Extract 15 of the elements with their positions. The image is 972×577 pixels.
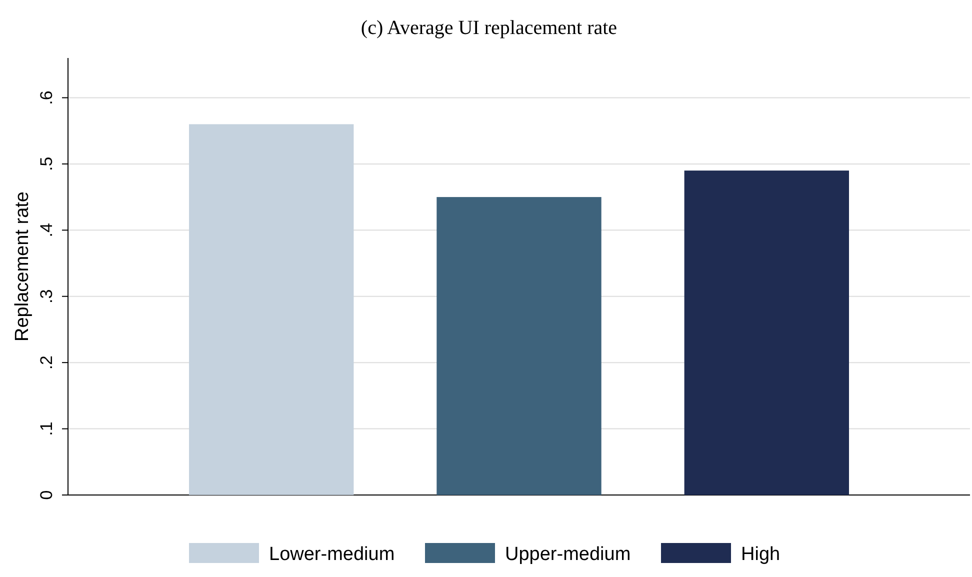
bar bbox=[436, 197, 602, 495]
y-axis-title: Replacement rate bbox=[12, 192, 33, 342]
legend-label: Upper-medium bbox=[505, 544, 631, 565]
chart-title: (c) Average UI replacement rate bbox=[360, 17, 618, 39]
legend-label: Lower-medium bbox=[269, 544, 395, 565]
y-tick-label: .5 bbox=[37, 156, 56, 172]
y-tick-label: .2 bbox=[37, 355, 56, 370]
legend-label: High bbox=[741, 544, 780, 565]
y-tick-label: .4 bbox=[37, 223, 56, 238]
y-tick-label: 0 bbox=[37, 490, 56, 500]
bar bbox=[684, 170, 849, 495]
y-tick-label: .1 bbox=[37, 422, 56, 436]
y-tick-label: .6 bbox=[37, 90, 56, 105]
y-tick-label: .3 bbox=[37, 289, 56, 304]
bar bbox=[189, 124, 354, 495]
